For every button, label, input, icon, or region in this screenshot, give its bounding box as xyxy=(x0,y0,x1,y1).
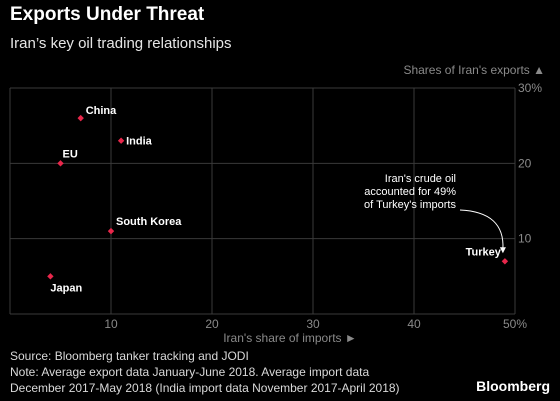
data-point xyxy=(501,258,509,265)
footer: Source: Bloomberg tanker tracking and JO… xyxy=(10,348,400,396)
note-line-1: Note: Average export data January-June 2… xyxy=(10,365,370,379)
data-point-label: EU xyxy=(63,148,78,160)
y-axis-label: Shares of Iran's exports ▲ xyxy=(403,63,545,77)
chart-title: Exports Under Threat xyxy=(10,4,205,25)
source-note: Source: Bloomberg tanker tracking and JO… xyxy=(10,349,249,363)
data-point xyxy=(57,160,64,167)
annotation-text: accounted for 49% xyxy=(364,186,456,198)
x-axis-label: Iran's share of imports ► xyxy=(223,331,357,345)
y-tick-label: 30% xyxy=(518,81,542,95)
data-point xyxy=(77,114,84,122)
data-point-label: India xyxy=(126,136,153,148)
x-tick-label: 20 xyxy=(205,317,219,331)
x-tick-label: 40 xyxy=(407,317,421,331)
data-point-label: China xyxy=(86,105,117,117)
annotation-text: of Turkey's imports xyxy=(364,199,456,211)
bloomberg-logo: Bloomberg xyxy=(476,378,550,394)
y-tick-label: 10 xyxy=(518,232,532,246)
note-line-2: December 2017-May 2018 (India import dat… xyxy=(10,381,400,395)
x-tick-label: 30 xyxy=(306,317,320,331)
x-tick-label: 10 xyxy=(104,317,118,331)
data-point xyxy=(47,273,54,280)
data-point xyxy=(117,137,125,144)
data-point xyxy=(107,227,115,235)
chart-subtitle: Iran’s key oil trading relationships xyxy=(10,35,232,52)
annotation-arrowhead xyxy=(499,247,506,254)
x-tick-label: 50% xyxy=(503,317,527,331)
tick-layer: 10 20 30 40 50% 10 20 30% xyxy=(104,81,542,331)
y-tick-label: 20 xyxy=(518,156,532,170)
data-point-label: Turkey xyxy=(466,246,502,258)
data-point-label: South Korea xyxy=(116,216,182,228)
point-layer: China India EU South Korea Japan Turkey xyxy=(47,105,509,294)
data-point-label: Japan xyxy=(50,282,82,294)
grid-layer xyxy=(9,87,516,315)
annotation-arrow xyxy=(459,209,504,250)
annotation-text: Iran's crude oil xyxy=(385,173,456,185)
